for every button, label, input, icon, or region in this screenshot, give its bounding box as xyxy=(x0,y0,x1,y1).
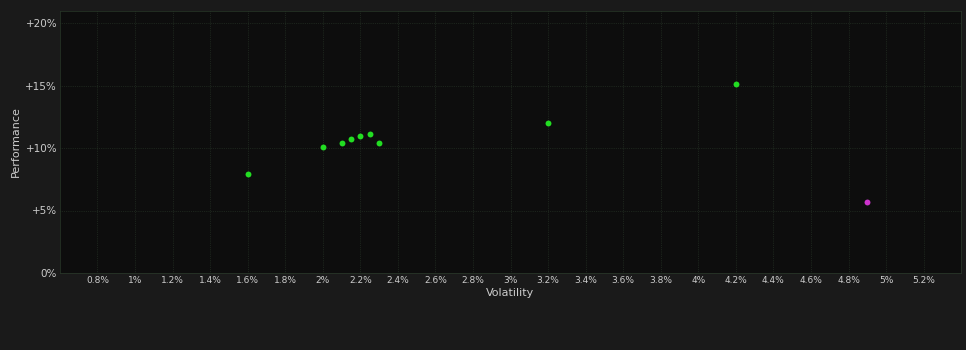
Point xyxy=(334,140,350,146)
Point xyxy=(343,136,358,142)
Point xyxy=(371,140,386,146)
Point xyxy=(315,144,330,149)
Point xyxy=(540,120,555,126)
Y-axis label: Performance: Performance xyxy=(12,106,21,177)
Point xyxy=(362,132,378,137)
Point xyxy=(728,82,744,87)
Point xyxy=(240,172,255,177)
Point xyxy=(860,199,875,204)
Point xyxy=(353,133,368,138)
X-axis label: Volatility: Volatility xyxy=(487,288,534,298)
